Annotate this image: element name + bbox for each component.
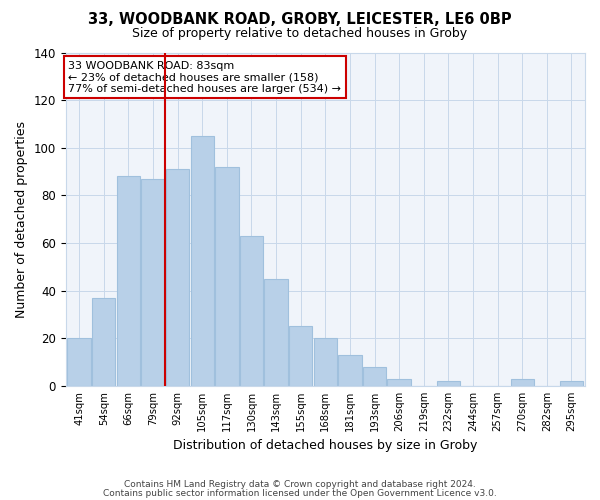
Bar xyxy=(92,298,115,386)
Bar xyxy=(289,326,313,386)
Text: Contains public sector information licensed under the Open Government Licence v3: Contains public sector information licen… xyxy=(103,488,497,498)
Bar xyxy=(166,169,190,386)
Bar xyxy=(215,167,239,386)
Text: Contains HM Land Registry data © Crown copyright and database right 2024.: Contains HM Land Registry data © Crown c… xyxy=(124,480,476,489)
X-axis label: Distribution of detached houses by size in Groby: Distribution of detached houses by size … xyxy=(173,440,478,452)
Bar xyxy=(142,178,165,386)
Text: 33, WOODBANK ROAD, GROBY, LEICESTER, LE6 0BP: 33, WOODBANK ROAD, GROBY, LEICESTER, LE6… xyxy=(88,12,512,28)
Bar xyxy=(117,176,140,386)
Bar xyxy=(265,279,288,386)
Bar xyxy=(314,338,337,386)
Text: Size of property relative to detached houses in Groby: Size of property relative to detached ho… xyxy=(133,28,467,40)
Bar xyxy=(240,236,263,386)
Text: 33 WOODBANK ROAD: 83sqm
← 23% of detached houses are smaller (158)
77% of semi-d: 33 WOODBANK ROAD: 83sqm ← 23% of detache… xyxy=(68,61,341,94)
Bar xyxy=(363,367,386,386)
Bar xyxy=(338,355,362,386)
Y-axis label: Number of detached properties: Number of detached properties xyxy=(15,120,28,318)
Bar xyxy=(388,379,411,386)
Bar xyxy=(437,381,460,386)
Bar xyxy=(67,338,91,386)
Bar xyxy=(511,379,534,386)
Bar xyxy=(191,136,214,386)
Bar xyxy=(560,381,583,386)
